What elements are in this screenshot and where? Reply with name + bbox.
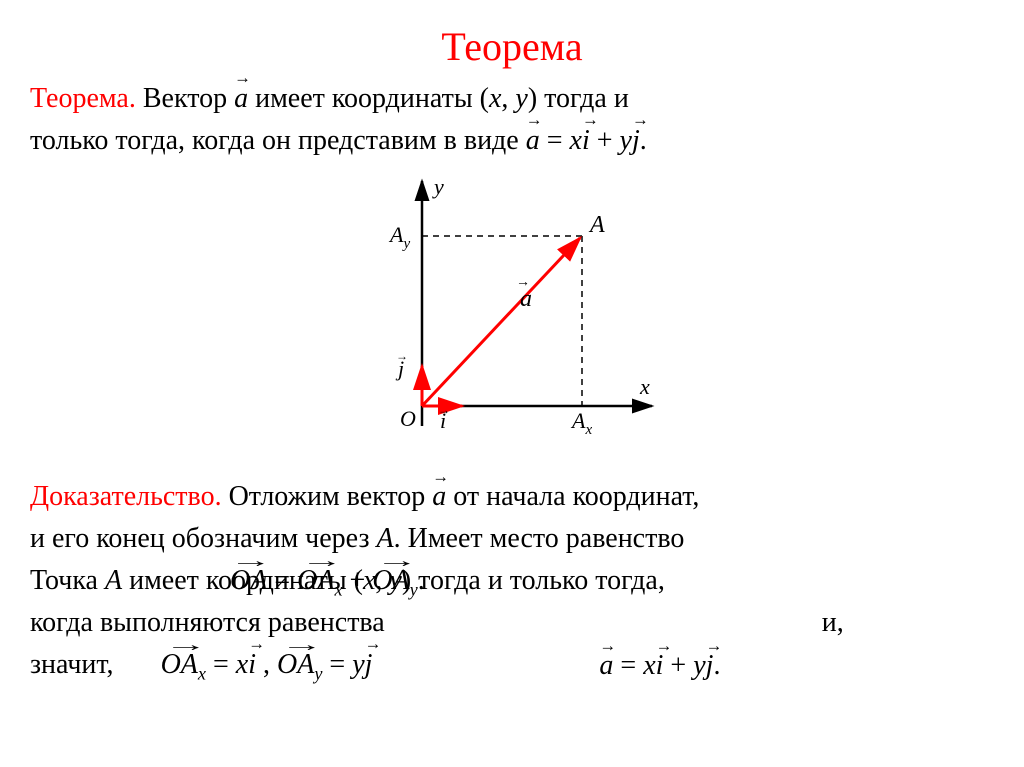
eq-final: a = xi + yj. [599, 647, 720, 685]
proof-line-1: Доказательство. Отложим вектор a от нача… [30, 478, 994, 516]
page-title: Теорема [30, 20, 994, 74]
vector-a: a [234, 80, 248, 118]
ov-OA: OA [230, 562, 267, 600]
final-x: x [643, 650, 655, 681]
proof-line-3: Точка A имеет координаты (x, y) тогда и … [30, 562, 994, 600]
proof-text-3a: Точка [30, 565, 105, 596]
proof-A2: A [105, 565, 122, 596]
theorem-statement: Теорема. Вектор a имеет координаты (x, y… [30, 80, 994, 118]
svg-text:Ax: Ax [570, 408, 592, 438]
proof-line-2: и его конец обозначим через A. Имеет мес… [30, 520, 994, 558]
proof-text-1b: от начала координат, [453, 481, 699, 512]
ov-OAx: OAx [297, 562, 342, 602]
label-Ax-sub: x [584, 422, 592, 438]
eq-vec-i: i [582, 122, 590, 160]
eq-vec-j: j [632, 122, 640, 160]
eq-plus: + [590, 125, 620, 156]
label-x-axis: x [639, 374, 650, 399]
vector-diagram: y x O Ay Ax A a → i → j → [30, 166, 994, 467]
eq-OAx: OAx [161, 646, 206, 686]
label-Ay-sub: y [401, 236, 410, 252]
proof-vec-a: a [432, 478, 446, 516]
final-i: i [656, 647, 664, 685]
eq-x: x [570, 125, 582, 156]
final-j: j [706, 647, 714, 685]
theorem-text-4: только тогда, когда он представим в виде [30, 125, 526, 156]
theorem-statement-2: только тогда, когда он представим в виде… [30, 122, 994, 160]
svg-text:Ay: Ay [388, 222, 410, 252]
eq-yj-j: j [365, 646, 373, 684]
label-O: O [400, 406, 416, 431]
svg-text:→: → [516, 275, 530, 290]
eq-equals: = [540, 125, 570, 156]
label-A: A [588, 212, 605, 238]
eq-vec-a: a [526, 122, 540, 160]
proof-line-5: значит, OAx = xi , OAy = yj a = xi + yj. [30, 646, 994, 687]
label-y-axis: y [432, 174, 444, 199]
proof-text-5: значит, [30, 649, 114, 680]
eq-group-1: OAx = xi , OAy = yj [161, 646, 373, 686]
svg-text:→: → [396, 349, 408, 363]
theorem-label: Теорема. [30, 83, 136, 114]
theorem-text-2: имеет координаты ( [255, 83, 489, 114]
var-x: x [489, 83, 501, 114]
theorem-text-1: Вектор [143, 83, 234, 114]
svg-text:→: → [438, 403, 450, 417]
ov-OAy: OAy [372, 562, 417, 602]
eq-y: y [620, 125, 632, 156]
final-eq: = [613, 650, 643, 681]
comma: , [501, 83, 515, 114]
eq-yj-y: y [352, 649, 364, 680]
label-Ay: A [388, 222, 404, 247]
proof-and: и, [822, 604, 844, 642]
proof-text-1a: Отложим вектор [229, 481, 433, 512]
eq-xi-x: x [236, 649, 248, 680]
final-y: y [693, 650, 705, 681]
theorem-text-3: ) тогда и [528, 83, 629, 114]
eq-OAy: OAy [277, 646, 322, 686]
overlapping-equation: OA = OAx + OAy. [230, 562, 425, 602]
eq-dot: . [640, 125, 647, 156]
proof-label: Доказательство. [30, 481, 222, 512]
final-a: a [599, 647, 613, 685]
label-Ax: A [570, 408, 586, 433]
